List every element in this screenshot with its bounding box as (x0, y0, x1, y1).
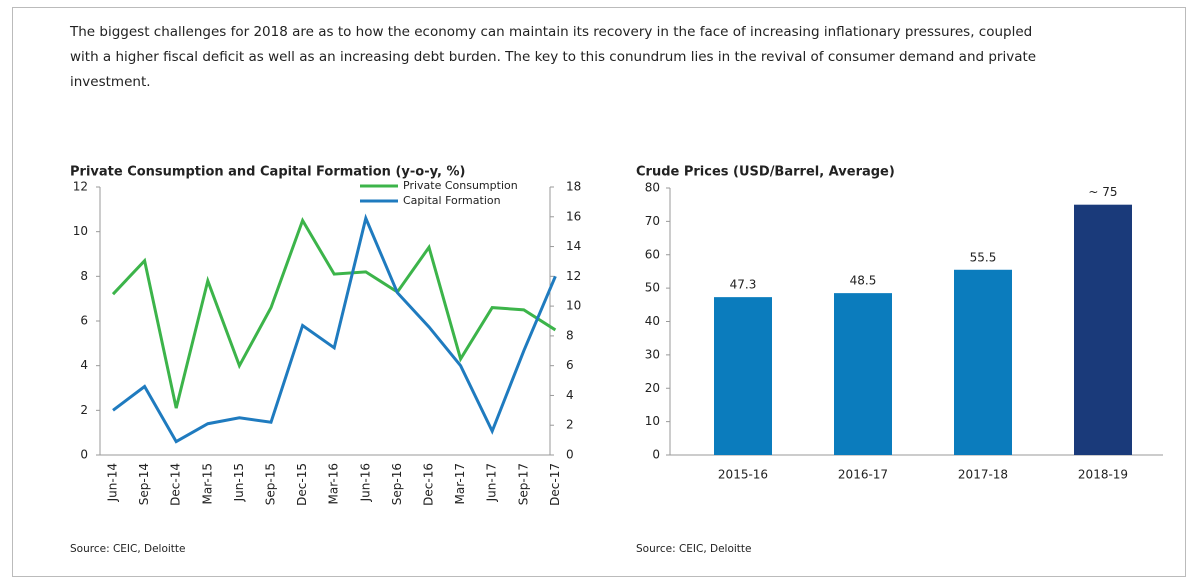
bar (1074, 204, 1132, 455)
y-tick-label: 6 (80, 314, 88, 328)
value-label: ~ 75 (1088, 185, 1117, 199)
y2-tick-label: 12 (566, 269, 581, 283)
y-tick-label: 2 (80, 403, 88, 417)
frame (12, 7, 1186, 577)
y2-tick-label: 2 (566, 418, 574, 432)
x-tick-label: Sep-16 (390, 463, 404, 505)
y-tick-label: 30 (645, 347, 660, 361)
chart-title: Crude Prices (USD/Barrel, Average) (636, 165, 895, 180)
x-tick-label: Dec-14 (169, 463, 183, 506)
x-tick-label: Dec-16 (422, 463, 436, 506)
x-tick-label: Jun-16 (358, 463, 372, 502)
x-tick-label: 2016-17 (838, 468, 888, 482)
source: Source: CEIC, Deloitte (636, 543, 752, 555)
x-tick-label: Mar-16 (327, 463, 341, 504)
y-tick-label: 40 (645, 314, 660, 328)
y2-tick-label: 18 (566, 180, 581, 194)
series-line (111, 216, 557, 409)
value-label: 55.5 (970, 250, 997, 264)
bar (714, 297, 772, 455)
y-tick-label: 60 (645, 247, 660, 261)
x-tick-label: Mar-15 (200, 463, 214, 504)
x-tick-label: Dec-17 (548, 463, 562, 506)
x-tick-label: Jun-15 (232, 463, 246, 502)
legend-label: Capital Formation (403, 194, 501, 207)
y2-tick-label: 14 (566, 239, 581, 253)
x-tick-label: Jun-14 (106, 463, 120, 502)
y-tick-label: 20 (645, 381, 660, 395)
bar (834, 293, 892, 455)
x-tick-label: Sep-17 (516, 463, 530, 505)
y-tick-label: 70 (645, 214, 660, 228)
y-tick-label: 10 (73, 224, 88, 238)
y-tick-label: 10 (645, 414, 660, 428)
x-tick-label: Mar-17 (453, 463, 467, 504)
chart-title: Private Consumption and Capital Formatio… (70, 165, 465, 180)
legend-label: Private Consumption (403, 179, 518, 192)
y-tick-label: 0 (80, 448, 88, 462)
y2-tick-label: 8 (566, 328, 574, 342)
y2-tick-label: 0 (566, 448, 574, 462)
bar (954, 269, 1012, 455)
y-tick-label: 80 (645, 181, 660, 195)
x-tick-label: Sep-15 (264, 463, 278, 505)
y2-tick-label: 4 (566, 388, 574, 402)
source: Source: CEIC, Deloitte (70, 543, 186, 555)
x-tick-label: Sep-14 (137, 463, 151, 505)
x-tick-label: 2018-19 (1078, 468, 1128, 482)
intro-text: The biggest challenges for 2018 are as t… (70, 24, 1037, 90)
y-tick-label: 50 (645, 281, 660, 295)
y-tick-label: 8 (80, 269, 88, 283)
value-label: 47.3 (730, 278, 757, 292)
y-tick-label: 4 (80, 358, 88, 372)
x-tick-label: 2017-18 (958, 468, 1008, 482)
series-line (112, 213, 557, 444)
x-tick-label: Jun-17 (485, 463, 499, 502)
x-tick-label: Dec-15 (295, 463, 309, 506)
y2-tick-label: 6 (566, 358, 574, 372)
y-tick-label: 0 (652, 448, 660, 462)
x-tick-label: 2015-16 (718, 468, 768, 482)
y-tick-label: 12 (73, 180, 88, 194)
y2-tick-label: 10 (566, 299, 581, 313)
y2-tick-label: 16 (566, 209, 581, 223)
value-label: 48.5 (850, 274, 877, 288)
